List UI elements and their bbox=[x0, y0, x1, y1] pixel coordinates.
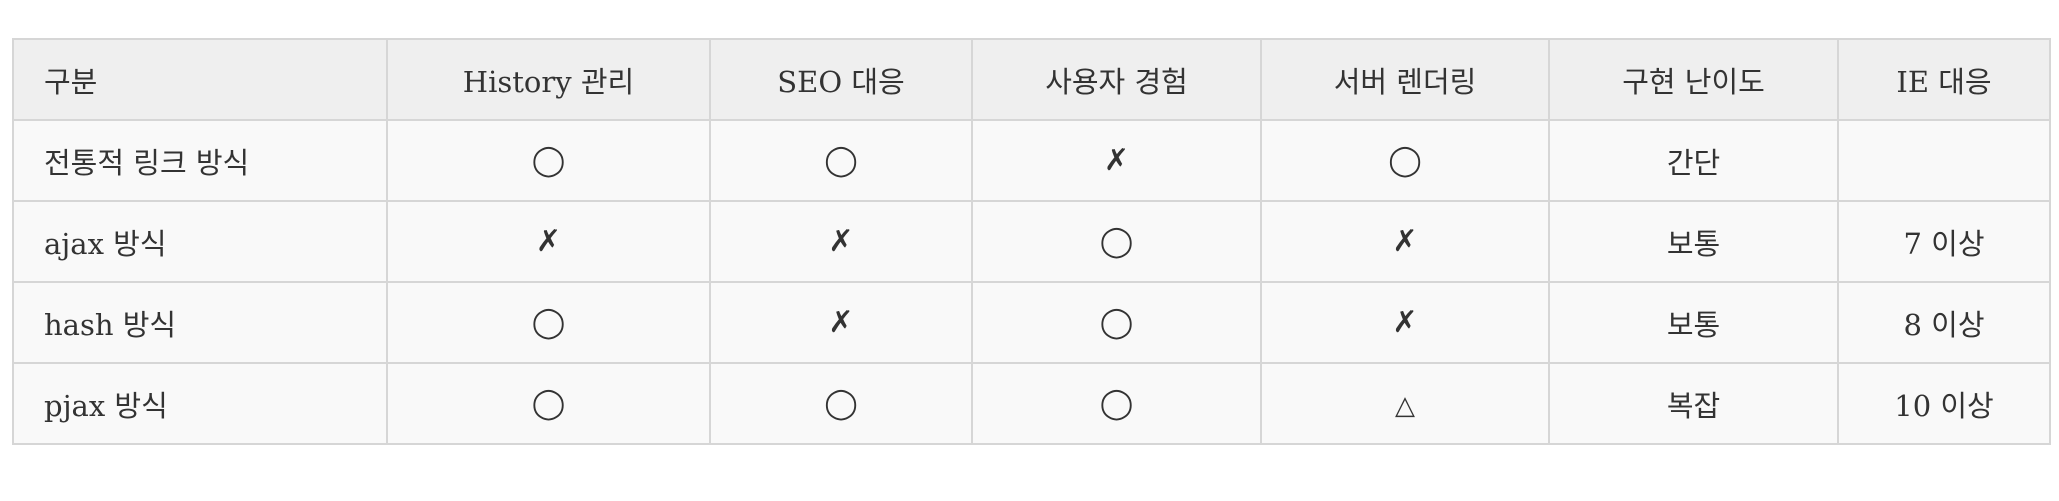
cell-history: ◯ bbox=[386, 119, 711, 202]
cell-user-experience: ◯ bbox=[971, 362, 1262, 445]
cross-mark-icon: ✗ bbox=[828, 305, 854, 340]
row-label: pjax 방식 bbox=[12, 362, 388, 445]
circle-mark-icon: ◯ bbox=[531, 305, 566, 340]
cell-user-experience: ◯ bbox=[971, 281, 1262, 364]
cross-mark-icon: ✗ bbox=[1392, 224, 1418, 259]
row-label: 전통적 링크 방식 bbox=[12, 119, 388, 202]
header-difficulty: 구현 난이도 bbox=[1548, 38, 1839, 121]
header-server-rendering: 서버 렌더링 bbox=[1260, 38, 1550, 121]
circle-mark-icon: ◯ bbox=[531, 143, 566, 178]
circle-mark-icon: ◯ bbox=[1099, 305, 1134, 340]
cell-difficulty: 복잡 bbox=[1548, 362, 1839, 445]
table-row: hash 방식 ◯ ✗ ◯ ✗ 보통 8 이상 bbox=[12, 281, 2051, 364]
cell-server-rendering: △ bbox=[1260, 362, 1550, 445]
row-label: hash 방식 bbox=[12, 281, 388, 364]
circle-mark-icon: ◯ bbox=[1388, 143, 1422, 178]
circle-mark-icon: ◯ bbox=[824, 386, 858, 421]
table-row: ajax 방식 ✗ ✗ ◯ ✗ 보통 7 이상 bbox=[12, 200, 2051, 283]
cross-mark-icon: ✗ bbox=[1392, 305, 1418, 340]
cell-user-experience: ◯ bbox=[971, 200, 1262, 283]
cell-ie-support bbox=[1837, 119, 2051, 202]
cell-history: ◯ bbox=[386, 281, 711, 364]
cell-seo: ✗ bbox=[709, 281, 973, 364]
cell-history: ◯ bbox=[386, 362, 711, 445]
cell-ie-support: 10 이상 bbox=[1837, 362, 2051, 445]
header-user-experience: 사용자 경험 bbox=[971, 38, 1262, 121]
table-header: 구분 History 관리 SEO 대응 사용자 경험 서버 렌더링 구현 난이… bbox=[12, 38, 2051, 121]
cross-mark-icon: ✗ bbox=[828, 224, 854, 259]
cross-mark-icon: ✗ bbox=[1103, 143, 1130, 178]
circle-mark-icon: ◯ bbox=[1099, 386, 1134, 421]
table-body: 전통적 링크 방식 ◯ ◯ ✗ ◯ 간단 ajax 방식 ✗ ✗ ◯ ✗ 보통 … bbox=[12, 119, 2051, 445]
row-label: ajax 방식 bbox=[12, 200, 388, 283]
triangle-mark-icon: △ bbox=[1395, 390, 1415, 421]
table-row: pjax 방식 ◯ ◯ ◯ △ 복잡 10 이상 bbox=[12, 362, 2051, 445]
circle-mark-icon: ◯ bbox=[1099, 224, 1134, 259]
header-category: 구분 bbox=[12, 38, 388, 121]
cell-user-experience: ✗ bbox=[971, 119, 1262, 202]
comparison-table-container: 구분 History 관리 SEO 대응 사용자 경험 서버 렌더링 구현 난이… bbox=[12, 38, 2051, 445]
cell-server-rendering: ✗ bbox=[1260, 281, 1550, 364]
header-seo: SEO 대응 bbox=[709, 38, 973, 121]
cell-seo: ✗ bbox=[709, 200, 973, 283]
header-row: 구분 History 관리 SEO 대응 사용자 경험 서버 렌더링 구현 난이… bbox=[12, 38, 2051, 121]
cross-mark-icon: ✗ bbox=[535, 224, 562, 259]
table-row: 전통적 링크 방식 ◯ ◯ ✗ ◯ 간단 bbox=[12, 119, 2051, 202]
circle-mark-icon: ◯ bbox=[531, 386, 566, 421]
cell-difficulty: 보통 bbox=[1548, 200, 1839, 283]
cell-ie-support: 8 이상 bbox=[1837, 281, 2051, 364]
header-ie-support: IE 대응 bbox=[1837, 38, 2051, 121]
cell-history: ✗ bbox=[386, 200, 711, 283]
cell-server-rendering: ✗ bbox=[1260, 200, 1550, 283]
circle-mark-icon: ◯ bbox=[824, 143, 858, 178]
cell-seo: ◯ bbox=[709, 362, 973, 445]
cell-ie-support: 7 이상 bbox=[1837, 200, 2051, 283]
cell-difficulty: 보통 bbox=[1548, 281, 1839, 364]
header-history: History 관리 bbox=[386, 38, 711, 121]
comparison-table: 구분 History 관리 SEO 대응 사용자 경험 서버 렌더링 구현 난이… bbox=[12, 38, 2051, 445]
cell-difficulty: 간단 bbox=[1548, 119, 1839, 202]
cell-server-rendering: ◯ bbox=[1260, 119, 1550, 202]
cell-seo: ◯ bbox=[709, 119, 973, 202]
